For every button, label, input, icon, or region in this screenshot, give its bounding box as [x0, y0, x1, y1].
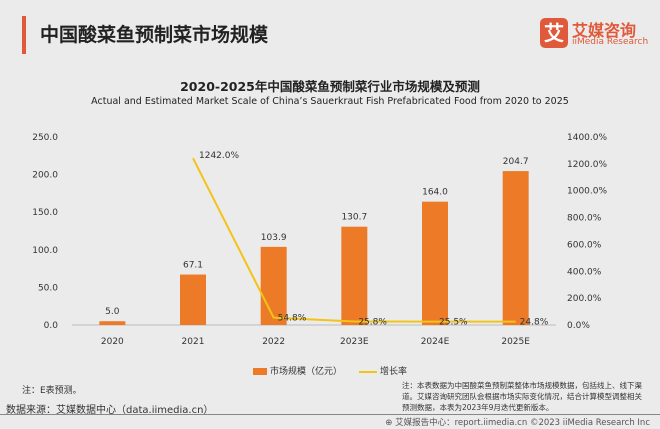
- line-label: 1242.0%: [199, 151, 239, 161]
- left-axis-tick: 100.0: [32, 246, 58, 256]
- logo-text-cn: 艾媒咨询: [572, 21, 637, 40]
- right-axis-tick: 200.0%: [567, 294, 602, 304]
- chart-subtitle: Actual and Estimated Market Scale of Chi…: [91, 96, 569, 107]
- x-axis-tick: 2025E: [501, 337, 530, 347]
- chart-title: 2020-2025年中国酸菜鱼预制菜行业市场规模及预测: [180, 79, 480, 94]
- data-source: 数据来源：艾媒数据中心（data.iimedia.cn）: [6, 405, 214, 416]
- bar-label: 103.9: [261, 233, 287, 243]
- legend-line-label: 增长率: [379, 367, 407, 377]
- left-axis-tick: 250.0: [32, 133, 58, 143]
- left-axis-tick: 150.0: [32, 208, 58, 218]
- right-axis-tick: 400.0%: [567, 267, 602, 277]
- bar: [99, 321, 126, 325]
- x-axis-tick: 2023E: [340, 337, 369, 347]
- right-axis-tick: 0.0%: [567, 321, 590, 331]
- copyright: ⊕ 艾媒报告中心：report.iimedia.cn ©2023 iiMedia…: [385, 418, 650, 428]
- line-label: 25.5%: [439, 318, 468, 328]
- right-axis-tick: 1000.0%: [567, 187, 607, 197]
- legend-line-swatch: [358, 370, 377, 373]
- growth-line: [192, 157, 516, 323]
- left-axis-tick: 50.0: [38, 283, 58, 293]
- x-axis-tick: 2024E: [421, 337, 450, 347]
- left-axis-tick: 200.0: [32, 171, 58, 181]
- logo-text-en: iiMedia Research: [572, 37, 649, 47]
- data-note: 注：本表数据为中国酸菜鱼预制菜整体市场规模数据，包括线上、线下渠道。艾媒咨询研究…: [402, 381, 642, 412]
- footer-divider: [0, 414, 660, 415]
- forecast-note: 注：E表预测。: [22, 386, 82, 396]
- legend-bar-swatch: [253, 368, 268, 375]
- bar-label: 204.7: [503, 157, 529, 167]
- bar: [502, 171, 529, 325]
- right-axis-tick: 600.0%: [567, 240, 602, 250]
- bar: [180, 274, 206, 325]
- x-axis-tick: 2020: [101, 337, 124, 347]
- bar-label: 5.0: [105, 307, 120, 317]
- left-axis-tick: 0.0: [44, 321, 59, 331]
- legend: 市场规模（亿元） 增长率: [0, 364, 660, 377]
- right-axis-tick: 800.0%: [567, 214, 602, 224]
- line-label: 24.8%: [520, 318, 549, 328]
- bar-label: 164.0: [422, 188, 448, 198]
- page-title: 中国酸菜鱼预制菜市场规模: [40, 24, 269, 46]
- bar: [341, 226, 368, 325]
- right-axis-tick: 1400.0%: [567, 133, 607, 143]
- bar: [422, 201, 448, 325]
- x-axis-tick: 2022: [262, 337, 285, 347]
- line-label: 25.8%: [358, 318, 387, 328]
- header-accent-bar: [22, 16, 26, 54]
- legend-bar-label: 市场规模（亿元）: [270, 367, 343, 377]
- right-axis-tick: 1200.0%: [567, 160, 607, 170]
- bar-label: 67.1: [183, 261, 203, 271]
- x-axis-tick: 2021: [182, 337, 205, 347]
- bar-label: 130.7: [341, 213, 367, 223]
- bar: [260, 246, 287, 325]
- line-label: 54.8%: [278, 314, 307, 324]
- logo-icon: 艾: [540, 18, 568, 48]
